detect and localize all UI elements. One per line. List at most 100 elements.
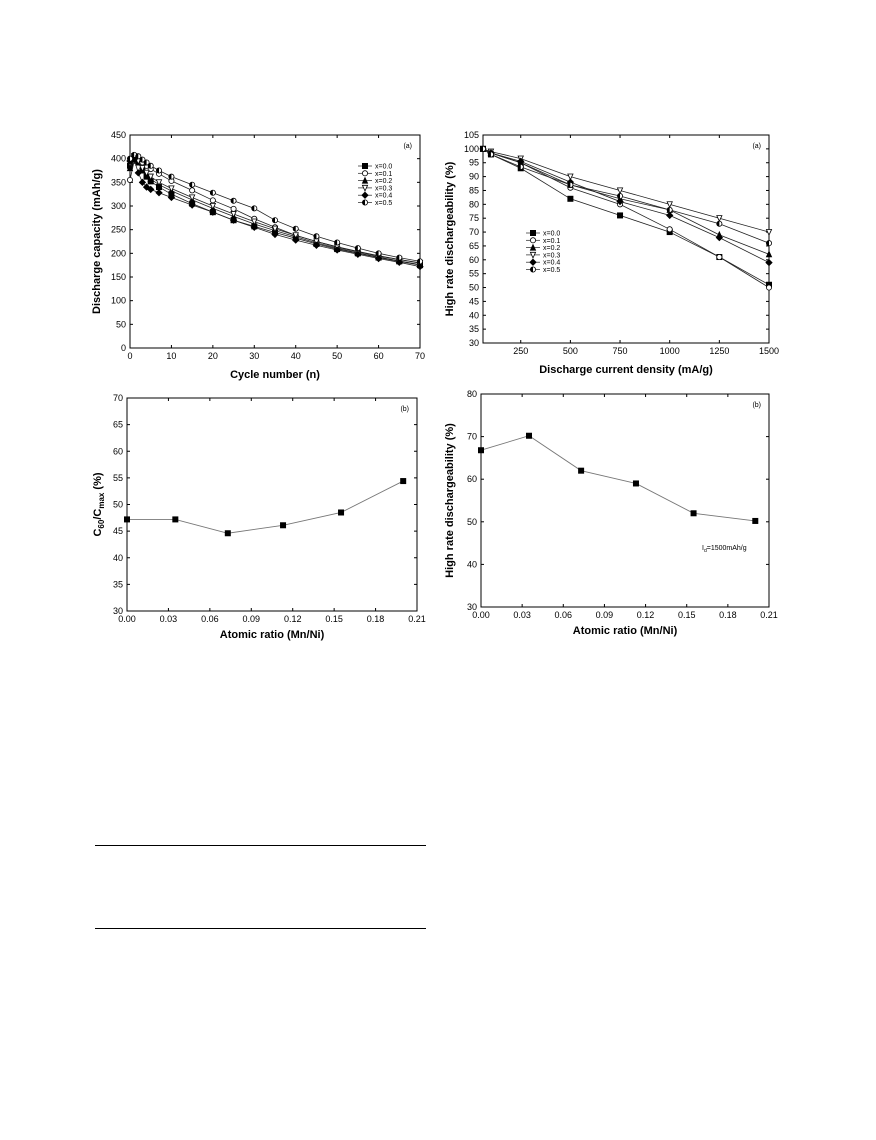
x-tick-label: 70 (415, 351, 425, 361)
y-tick-label: 100 (111, 296, 126, 306)
data-point (230, 211, 237, 218)
y-axis-title: High rate dischargeability (%) (444, 423, 456, 578)
data-point (312, 241, 321, 249)
series-data-0 (124, 478, 407, 537)
data-point (280, 522, 287, 529)
x-tick-label: 0.12 (284, 614, 302, 624)
data-point (189, 187, 196, 194)
legend-label: x=0.2 (375, 178, 392, 185)
y-tick-label: 95 (469, 158, 479, 168)
y-tick-label: 70 (113, 393, 123, 403)
x-tick-label: 0.06 (201, 614, 219, 624)
y-tick-label: 35 (469, 324, 479, 334)
data-point (127, 176, 134, 183)
data-point (752, 517, 759, 524)
legend-label: x=0.1 (543, 238, 560, 245)
data-point (716, 254, 723, 261)
y-tick-label: 80 (467, 389, 477, 399)
y-tick-label: 65 (469, 241, 479, 251)
panel-label: (b) (752, 402, 761, 409)
x-tick-label: 20 (208, 351, 218, 361)
y-tick-label: 75 (469, 213, 479, 223)
data-point (224, 530, 231, 537)
series-x=0.5 (127, 151, 423, 265)
legend-marker (361, 170, 368, 177)
data-point (416, 262, 424, 271)
y-tick-label: 70 (469, 227, 479, 237)
y-tick-label: 105 (464, 130, 479, 140)
series-x=0.0 (480, 145, 772, 288)
series-line (482, 148, 770, 263)
data-point (578, 467, 585, 474)
data-point (338, 509, 345, 516)
y-axis-title: Discharge capacity (mAh/g) (91, 169, 103, 314)
y-tick-label: 55 (113, 473, 123, 483)
data-point (209, 203, 217, 210)
capacity-retention-chart: 30 35 40 45 50 55 60 65 70 0.00 0.03 0.06 0.09 0.12 0.… (92, 393, 426, 641)
data-point (147, 173, 154, 181)
data-point (567, 173, 574, 181)
y-tick-label: 30 (469, 338, 479, 348)
annotation-current: Id=1500mAh/g (702, 545, 747, 554)
y-tick-label: 40 (113, 553, 123, 563)
data-point (400, 478, 407, 485)
legend-label: x=0.3 (543, 252, 560, 259)
legend-marker (361, 163, 368, 170)
series-line (482, 148, 770, 233)
y-tick-label: 70 (467, 432, 477, 442)
legend-label: x=0.4 (543, 260, 560, 267)
y-tick-label: 250 (111, 225, 126, 235)
data-point (271, 230, 279, 239)
legend-label: x=0.5 (543, 267, 560, 274)
x-tick-label: 0.03 (513, 610, 531, 620)
data-point (567, 195, 574, 202)
legend-label: x=0.1 (375, 171, 392, 178)
y-tick-label: 300 (111, 201, 126, 211)
y-tick-label: 35 (113, 579, 123, 589)
y-tick-label: 0 (121, 343, 126, 353)
series-line (482, 148, 770, 244)
legend-label: x=0.3 (375, 185, 392, 192)
legend-marker (361, 184, 369, 192)
x-tick-label: 0.09 (596, 610, 614, 620)
data-point (168, 185, 175, 193)
series-x=0.5 (480, 145, 772, 247)
y-tick-label: 60 (469, 255, 479, 265)
data-point (251, 218, 258, 226)
x-tick-label: 50 (332, 351, 342, 361)
series-line (482, 148, 770, 255)
series-line (480, 435, 756, 522)
data-point (765, 229, 773, 237)
y-tick-label: 150 (111, 272, 126, 282)
data-point (147, 185, 155, 194)
x-tick-label: 0.18 (719, 610, 737, 620)
x-tick-label: 0.09 (243, 614, 261, 624)
y-tick-label: 40 (469, 310, 479, 320)
data-point (616, 197, 624, 206)
divider-line-upper (95, 845, 426, 846)
data-point (209, 208, 217, 216)
data-point (139, 165, 146, 173)
x-tick-label: 30 (249, 351, 259, 361)
series-x=0.4 (126, 155, 424, 271)
data-point (230, 205, 237, 212)
data-point (716, 215, 723, 223)
x-tick-label: 0.00 (472, 610, 490, 620)
data-point (155, 179, 163, 187)
data-point (374, 254, 383, 263)
legend-label: x=0.2 (543, 245, 560, 252)
y-tick-label: 50 (469, 283, 479, 293)
legend-label: x=0.0 (543, 231, 560, 238)
x-tick-label: 10 (166, 351, 176, 361)
y-tick-label: 100 (464, 144, 479, 154)
x-tick-label: 250 (513, 346, 528, 356)
series-x=0.3 (479, 145, 773, 237)
data-point (632, 480, 639, 487)
data-point (765, 258, 773, 267)
legend: x=0.0x=0.1x=0.2x=0.3x=0.4x=0.5 (526, 230, 560, 274)
plot-frame (480, 393, 770, 608)
y-tick-label: 45 (469, 296, 479, 306)
x-tick-label: 1250 (709, 346, 729, 356)
x-axis-title: Cycle number (n) (230, 369, 320, 381)
data-point (292, 236, 300, 244)
